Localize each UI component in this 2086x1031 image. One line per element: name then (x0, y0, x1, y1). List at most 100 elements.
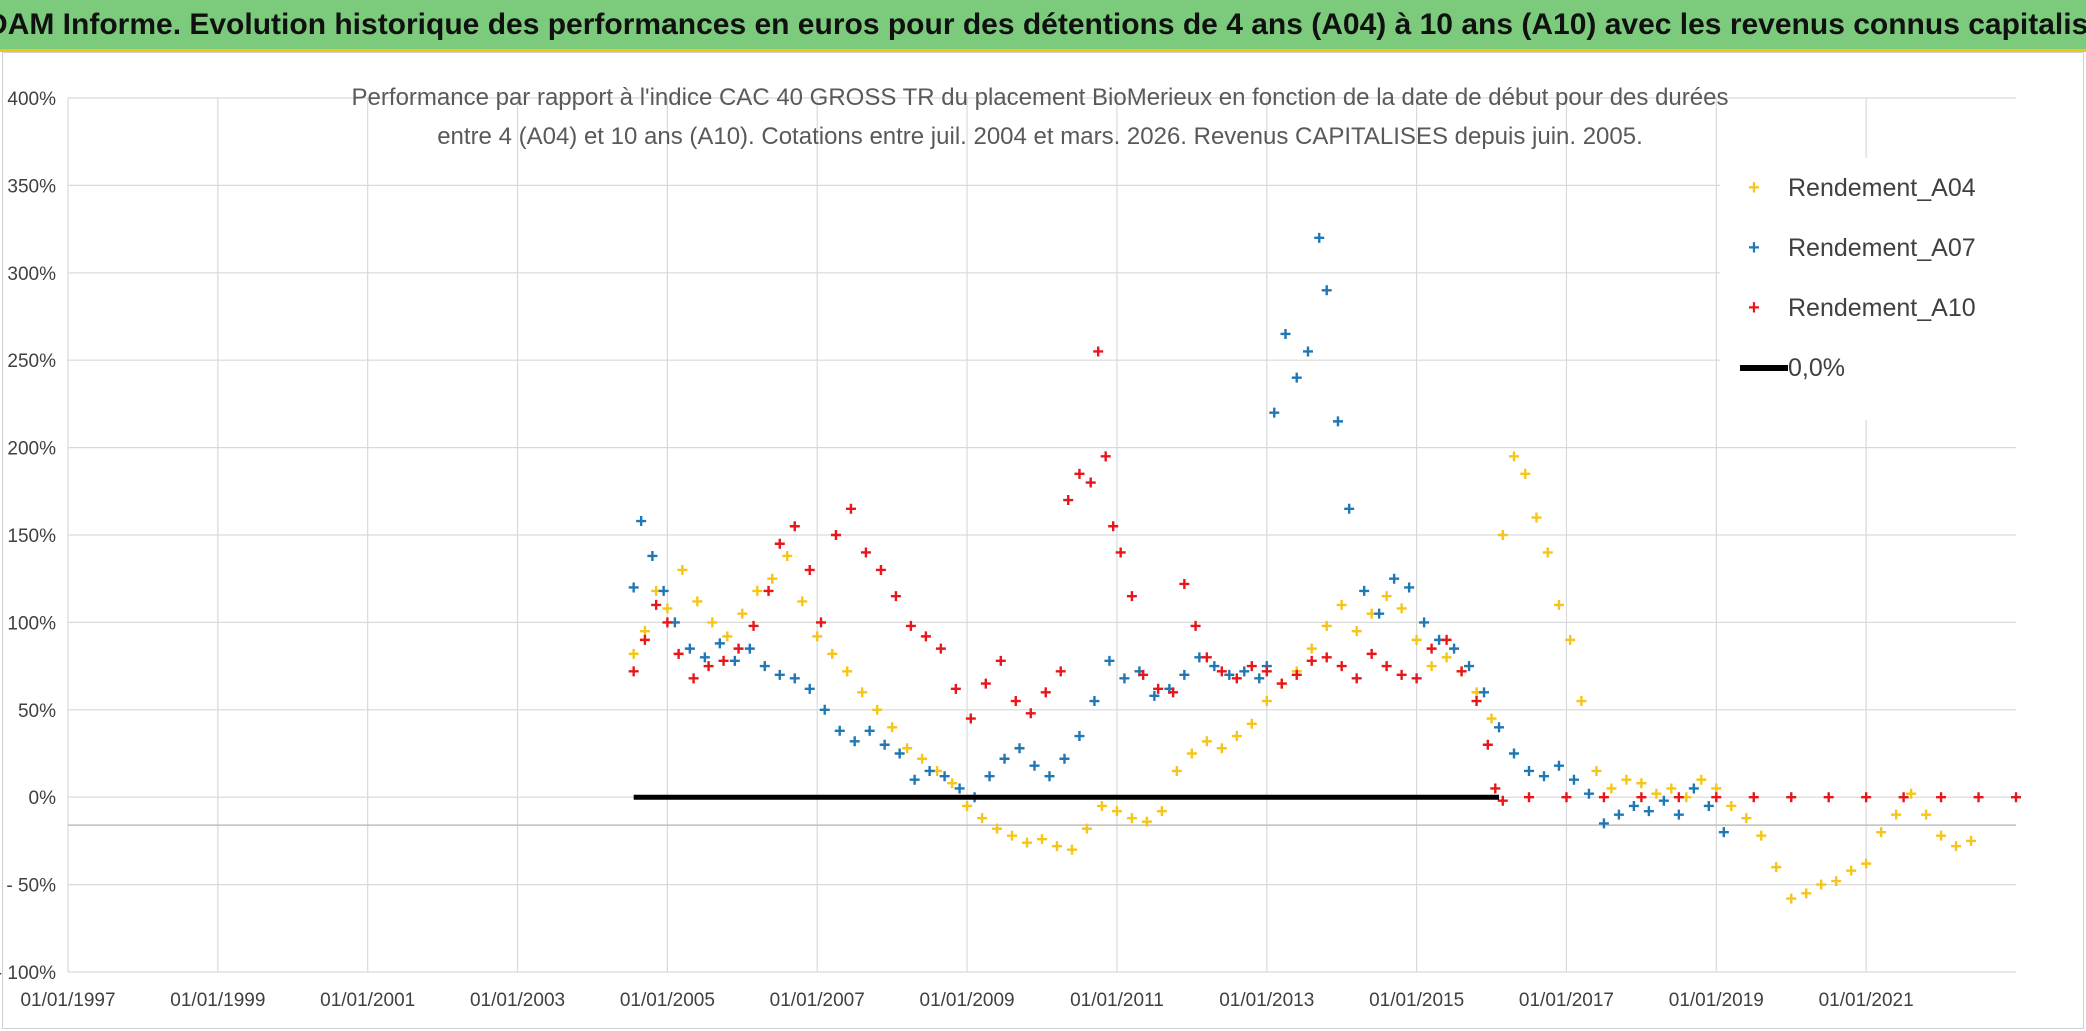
data-point (1224, 669, 1235, 680)
data-point (1351, 673, 1362, 684)
data-point (1598, 792, 1609, 803)
data-point (1553, 599, 1564, 610)
data-point (1104, 655, 1115, 666)
data-point (684, 643, 695, 654)
data-point (1486, 713, 1497, 724)
data-point (1494, 722, 1505, 733)
data-point (947, 778, 958, 789)
data-point (1456, 666, 1467, 677)
data-point (699, 652, 710, 663)
y-tick-label: 350% (7, 176, 56, 197)
y-tick-label: 200% (7, 439, 56, 460)
x-tick-label: 01/01/2019 (1669, 990, 1764, 1011)
data-point (1404, 582, 1415, 593)
data-point (1059, 753, 1070, 764)
data-point (688, 673, 699, 684)
data-point (1441, 634, 1452, 645)
y-tick-label: 400% (7, 89, 56, 110)
data-point (789, 673, 800, 684)
data-point (819, 704, 830, 715)
data-point (920, 631, 931, 642)
data-point (984, 771, 995, 782)
data-point (1209, 661, 1220, 672)
data-point (1449, 643, 1460, 654)
y-tick-label: 0% (29, 788, 57, 809)
data-point (628, 648, 639, 659)
data-point (1276, 678, 1287, 689)
data-point (1374, 608, 1385, 619)
data-point (1756, 830, 1767, 841)
data-point (965, 713, 976, 724)
data-point (1201, 652, 1212, 663)
data-point (864, 725, 875, 736)
data-point (1419, 617, 1430, 628)
data-point (1302, 346, 1313, 357)
data-point (917, 753, 928, 764)
data-point (1321, 620, 1332, 631)
data-point (1524, 792, 1534, 803)
data-point (1179, 578, 1190, 589)
data-point (1538, 771, 1549, 782)
chart-series (628, 232, 2021, 904)
data-point (1216, 666, 1227, 677)
data-point (1786, 792, 1797, 803)
data-point (1441, 652, 1452, 663)
data-point (1696, 774, 1707, 785)
data-point (849, 736, 860, 747)
data-point (1306, 643, 1317, 654)
data-point (1344, 503, 1355, 514)
data-point (834, 725, 845, 736)
data-point (1029, 760, 1040, 771)
y-tick-label: - 50% (6, 876, 56, 897)
chart-frame (2, 52, 2084, 1029)
data-point (1726, 800, 1737, 811)
data-point (995, 655, 1006, 666)
data-point (1583, 788, 1594, 799)
x-tick-label: 01/01/2015 (1369, 990, 1464, 1011)
x-tick-label: 01/01/2017 (1519, 990, 1614, 1011)
data-point (1171, 765, 1182, 776)
data-point (1703, 800, 1714, 811)
data-point (1085, 477, 1096, 488)
data-point (1108, 521, 1119, 532)
data-point (954, 783, 965, 794)
data-point (1973, 792, 1984, 803)
data-point (1426, 643, 1437, 654)
data-point (1568, 774, 1579, 785)
series-rendement_a04 (628, 451, 1977, 904)
data-point (1093, 346, 1104, 357)
data-point (1497, 795, 1508, 806)
data-point (1951, 841, 1962, 852)
data-point (842, 666, 853, 677)
data-point (1688, 783, 1699, 794)
data-point (1332, 416, 1343, 427)
data-point (890, 591, 901, 602)
data-point (1119, 673, 1130, 684)
y-tick-label: 50% (18, 701, 56, 722)
data-point (1231, 673, 1242, 684)
data-point (1613, 809, 1624, 820)
data-point (1314, 232, 1325, 243)
data-point (1636, 792, 1647, 803)
legend-label-a07: Rendement_A07 (1788, 233, 1976, 262)
data-point (1089, 696, 1100, 707)
data-point (894, 748, 905, 759)
y-tick-label: 100% (7, 613, 56, 634)
data-point (950, 683, 961, 694)
data-point (1066, 844, 1077, 855)
data-point (1074, 731, 1085, 742)
data-point (1381, 661, 1392, 672)
data-point (1269, 407, 1280, 418)
y-tick-label: 300% (7, 264, 56, 285)
data-point (744, 643, 755, 654)
data-point (1520, 468, 1531, 479)
data-point (1044, 771, 1055, 782)
data-point (1898, 792, 1909, 803)
data-point (1261, 666, 1272, 677)
data-point (1936, 830, 1947, 841)
data-point (1179, 669, 1190, 680)
data-point (639, 634, 650, 645)
data-point (1246, 718, 1257, 729)
data-point (845, 503, 856, 514)
